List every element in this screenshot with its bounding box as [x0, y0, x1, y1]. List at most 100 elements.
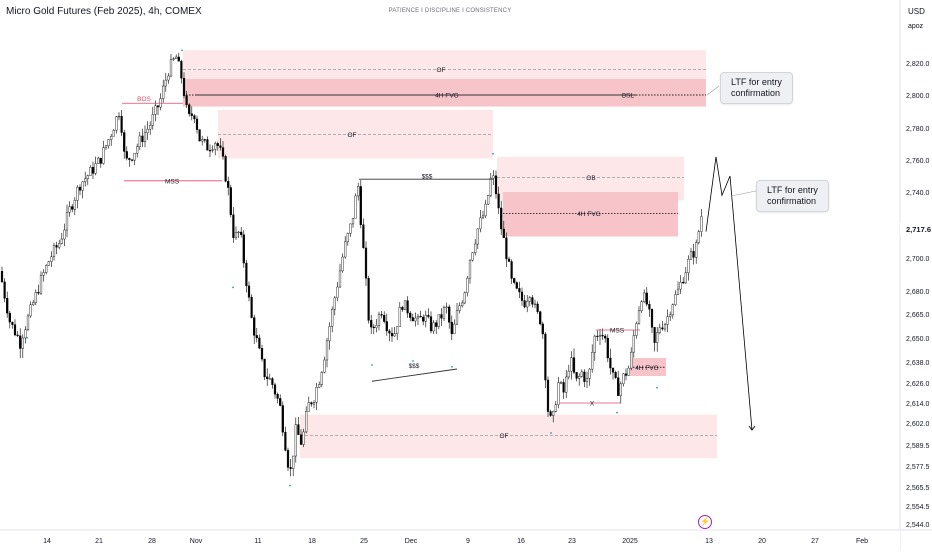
candle-body	[557, 382, 560, 405]
x-tick-label: 25	[360, 538, 368, 545]
candle-body	[312, 402, 316, 405]
swing-dot	[550, 432, 552, 434]
candle-body	[406, 300, 409, 314]
candle-body	[117, 115, 121, 118]
candle-body	[253, 317, 256, 336]
x-tick-label: 20	[758, 538, 766, 545]
candle-body	[125, 151, 128, 159]
projection-path	[705, 156, 753, 431]
candle-body	[115, 116, 118, 131]
candle-body	[370, 320, 373, 328]
candle-body	[601, 334, 604, 337]
candle-body	[380, 314, 383, 316]
candle-body	[221, 147, 225, 157]
candle-body	[489, 177, 492, 196]
candle-body	[383, 315, 386, 322]
bsl-label: BSL	[622, 93, 635, 100]
candle-body	[89, 167, 92, 176]
candle-body	[606, 337, 609, 359]
candle-body	[279, 398, 282, 406]
candle-body	[437, 314, 440, 327]
candle-body	[648, 303, 651, 310]
candle-body	[541, 323, 544, 335]
candle-body	[416, 316, 420, 319]
candle-body	[614, 372, 617, 378]
candle-body	[583, 371, 586, 382]
candle-body	[237, 231, 240, 234]
candle-body	[611, 367, 615, 373]
candle-body	[302, 431, 305, 445]
candle-body	[458, 305, 461, 311]
candle-body	[572, 357, 576, 373]
mss-right-label: MSS	[610, 328, 625, 335]
candle-body	[338, 270, 342, 288]
candle-body	[318, 384, 321, 388]
chart-tagline: PATIENCE I DISCIPLINE I CONSISTENCY	[388, 8, 512, 14]
candle-body	[154, 105, 157, 115]
y-tick-label: 2,614.0	[906, 401, 929, 408]
candle-body	[234, 231, 238, 238]
y-tick-label: 2,740.0	[906, 190, 929, 197]
swing-dot	[451, 365, 453, 368]
candle-body	[99, 157, 102, 164]
candle-body	[656, 332, 659, 343]
candle-body	[214, 143, 217, 150]
candle-body	[325, 340, 329, 361]
candle-body	[435, 322, 438, 327]
candle-body	[151, 114, 154, 126]
candle-body	[388, 330, 391, 334]
swing-dot	[616, 411, 618, 414]
candle-body	[440, 314, 443, 319]
candle-body	[622, 373, 625, 385]
candle-body	[580, 371, 583, 377]
candle-body	[320, 372, 323, 385]
candle-body	[559, 382, 563, 384]
candle-body	[76, 187, 79, 201]
x-tick-label: 27	[811, 538, 819, 545]
candle-body	[429, 316, 433, 332]
candle-body	[63, 229, 66, 240]
candle-body	[172, 58, 175, 60]
candle-body	[453, 323, 456, 334]
candle-body	[195, 118, 199, 130]
candle-body	[359, 186, 362, 225]
candle-body	[484, 203, 487, 217]
candle-body	[146, 128, 149, 134]
candle-body	[377, 314, 381, 326]
candle-body	[81, 181, 84, 191]
candle-body	[331, 309, 334, 327]
candle-body	[6, 298, 9, 314]
candle-body	[193, 115, 196, 120]
projection-arrowhead	[748, 425, 756, 431]
current-price-label: 2,717.6	[906, 225, 931, 234]
candle-body	[502, 228, 505, 238]
candle-body	[419, 316, 422, 318]
candle-body	[310, 402, 313, 405]
candle-body	[188, 104, 191, 114]
candle-body	[609, 357, 612, 369]
x-tick-label: 13	[705, 538, 713, 545]
candle-body	[679, 281, 682, 290]
candle-body	[409, 312, 412, 318]
candle-body	[50, 256, 53, 262]
lightning-icon[interactable]: ⚡	[698, 515, 712, 529]
bos-label: BOS	[137, 96, 151, 103]
candle-body	[411, 317, 414, 322]
candle-body	[663, 324, 667, 330]
candle-body	[422, 316, 425, 322]
currency-label[interactable]: USD	[908, 7, 925, 16]
candle-body	[52, 245, 56, 258]
candle-body	[604, 335, 607, 339]
candle-body	[164, 79, 167, 87]
candle-body	[523, 300, 526, 308]
candle-body	[344, 241, 347, 258]
candle-body	[637, 310, 641, 324]
callout-upper-pointer	[706, 85, 720, 96]
candle-body	[133, 152, 136, 161]
candle-body	[224, 156, 227, 182]
swing-dot	[26, 336, 28, 339]
candle-body	[255, 335, 258, 339]
candle-body	[328, 326, 331, 342]
